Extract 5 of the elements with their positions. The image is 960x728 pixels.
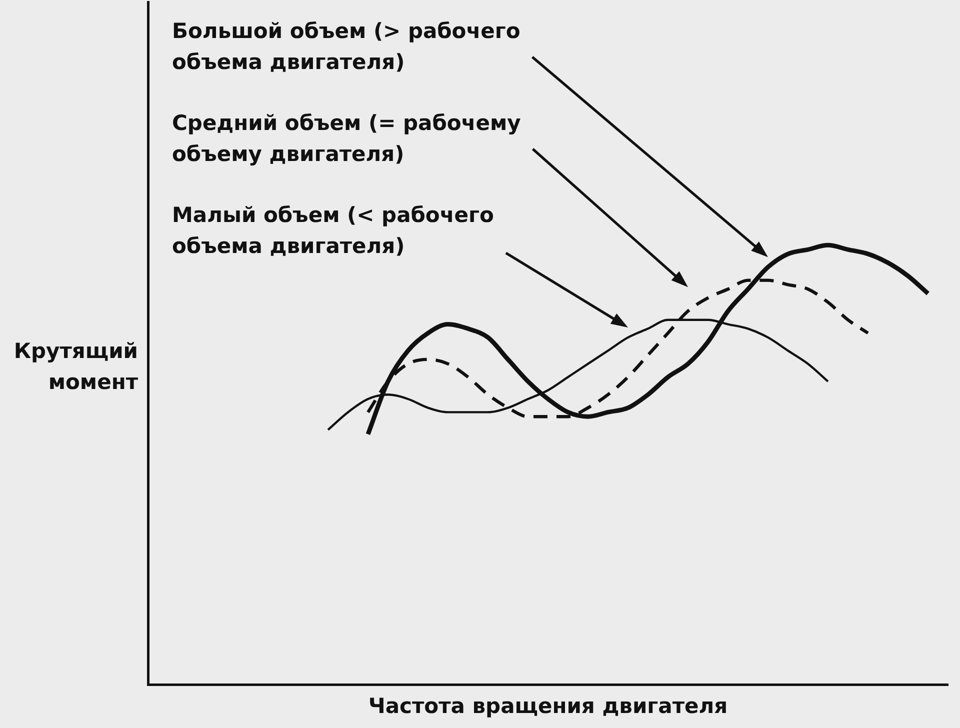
text: Средний объем (= рабочему объему двигателя) bbox=[172, 110, 522, 168]
y-axis-title: Крутящий момент bbox=[14, 338, 138, 396]
annotation: Малый объем (< рабочего объема двигателя) bbox=[172, 202, 495, 260]
text: Большой объем (> рабочего объема двигателя) bbox=[172, 18, 522, 76]
x-axis-title: Частота вращения двигателя bbox=[368, 694, 728, 718]
